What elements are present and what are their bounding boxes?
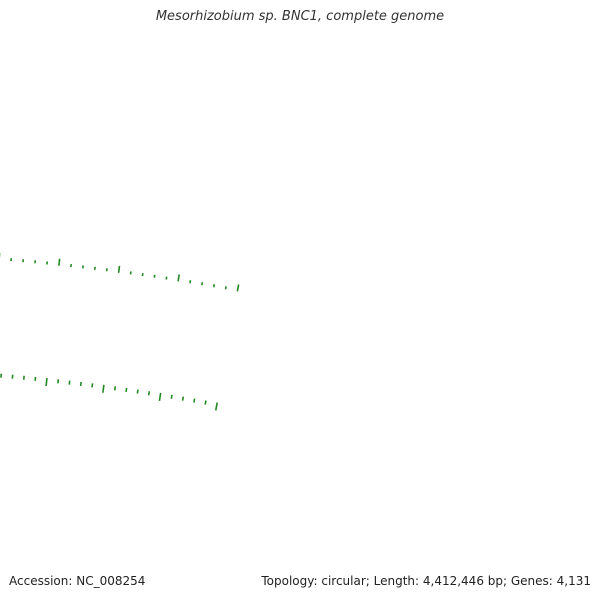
- scale-tick: [158, 392, 162, 402]
- outer-tick-ring: [0, 253, 240, 292]
- outer-tick: [117, 265, 121, 273]
- scale-ring: 4300 kbp4301 kbp4302 kbp4303 kbp4304 kbp…: [0, 373, 218, 411]
- outer-tick: [58, 258, 61, 266]
- scale-tick: [170, 394, 173, 399]
- scale-tick: [91, 383, 94, 388]
- map-title: Mesorhizobium sp. BNC1, complete genome: [155, 9, 445, 24]
- scale-tick: [193, 398, 196, 403]
- scale-tick: [214, 402, 218, 411]
- outer-tick: [177, 274, 180, 282]
- outer-tick: [236, 284, 240, 292]
- outer-tick: [224, 286, 227, 290]
- genome-summary-text: Topology: circular; Length: 4,412,446 bp…: [261, 574, 591, 588]
- accession-text: Accession: NC_008254: [9, 574, 146, 588]
- scale-tick: [204, 400, 207, 405]
- scale-tick: [147, 391, 151, 396]
- scale-tick: [102, 384, 105, 393]
- scale-tick: [113, 386, 117, 391]
- scale-tick: [181, 396, 185, 401]
- scale-tick: [45, 378, 48, 387]
- outer-tick: [212, 284, 215, 288]
- scale-tick: [136, 389, 139, 394]
- scale-tick: [125, 387, 128, 393]
